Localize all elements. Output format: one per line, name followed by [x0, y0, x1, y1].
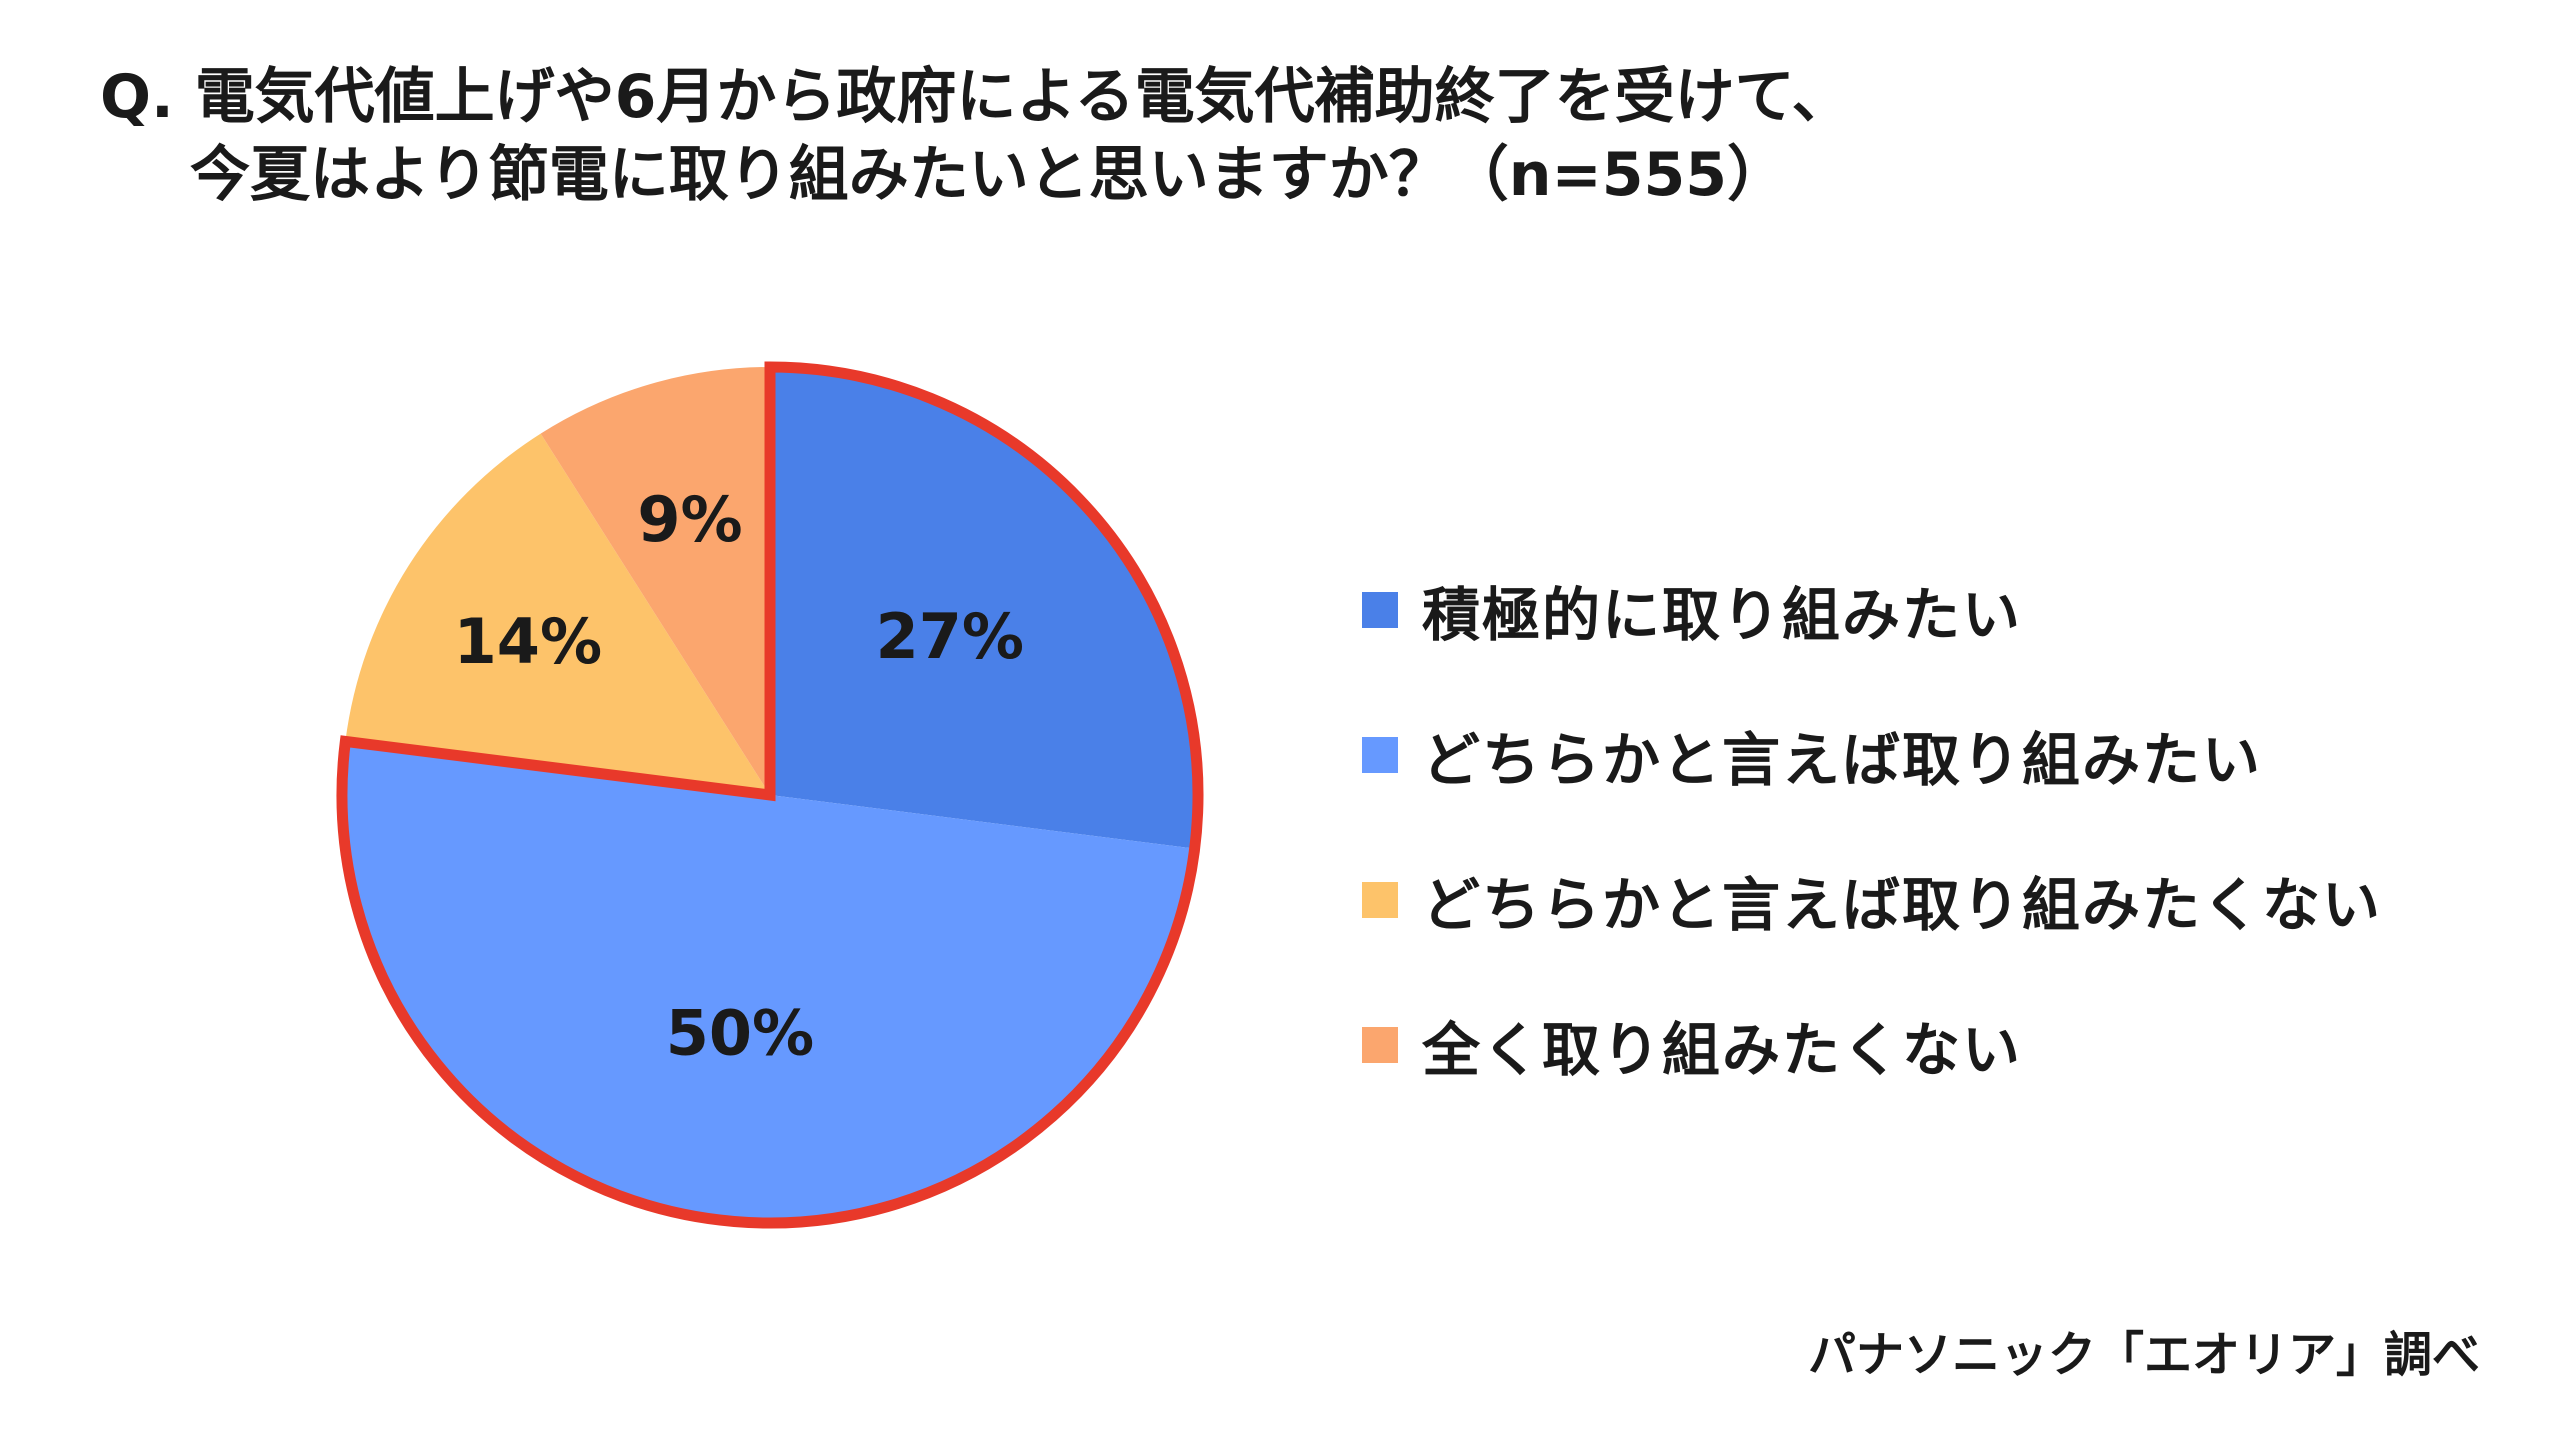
legend-label-3: どちらかと言えば取り組みたくない [1422, 871, 2383, 939]
pie-slice-label-2: 50% [666, 996, 814, 1069]
legend-item-1: 積極的に取り組みたい [1362, 575, 2382, 649]
legend-item-3: どちらかと言えば取り組みたくない [1362, 865, 2382, 939]
pie-slice-label-3: 14% [454, 605, 602, 678]
legend-label-2: どちらかと言えば取り組みたい [1422, 726, 2263, 794]
legend-label-1: 積極的に取り組みたい [1422, 581, 2023, 649]
pie-slice-1 [770, 367, 1199, 849]
chart-title-line-2: 今夏はより節電に取り組みたいと思いますか？（n=555） [190, 140, 1788, 210]
legend-swatch-1 [1362, 592, 1398, 628]
highlight-outline [336, 361, 1204, 1229]
legend-item-2: どちらかと言えば取り組みたい [1362, 720, 2382, 794]
legend-swatch-3 [1362, 882, 1398, 918]
pie-slices [341, 367, 1199, 1223]
chart-title: Q. 電気代値上げや6月から政府による電気代補助終了を受けて、 今夏はより節電に… [100, 58, 1852, 214]
legend-swatch-4 [1362, 1027, 1398, 1063]
pie-slice-4 [540, 367, 770, 795]
pie-slice-3 [345, 433, 770, 795]
pie-slice-label-4: 9% [637, 483, 742, 556]
legend-item-4: 全く取り組みたくない [1362, 1010, 2382, 1084]
legend-swatch-2 [1362, 737, 1398, 773]
pie-slice-2 [341, 741, 1195, 1223]
pie-slice-label-1: 27% [876, 600, 1024, 673]
pie-value-labels: 27% 50% 14% 9% [454, 483, 1024, 1069]
chart-title-line-1: Q. 電気代値上げや6月から政府による電気代補助終了を受けて、 [100, 62, 1852, 132]
chart-legend: 積極的に取り組みたいどちらかと言えば取り組みたいどちらかと言えば取り組みたくない… [1362, 575, 2382, 1155]
pie-highlight-outline [336, 361, 1204, 1229]
source-note: パナソニック「エオリア」調べ [1807, 1327, 2480, 1383]
legend-label-4: 全く取り組みたくない [1422, 1016, 2023, 1084]
